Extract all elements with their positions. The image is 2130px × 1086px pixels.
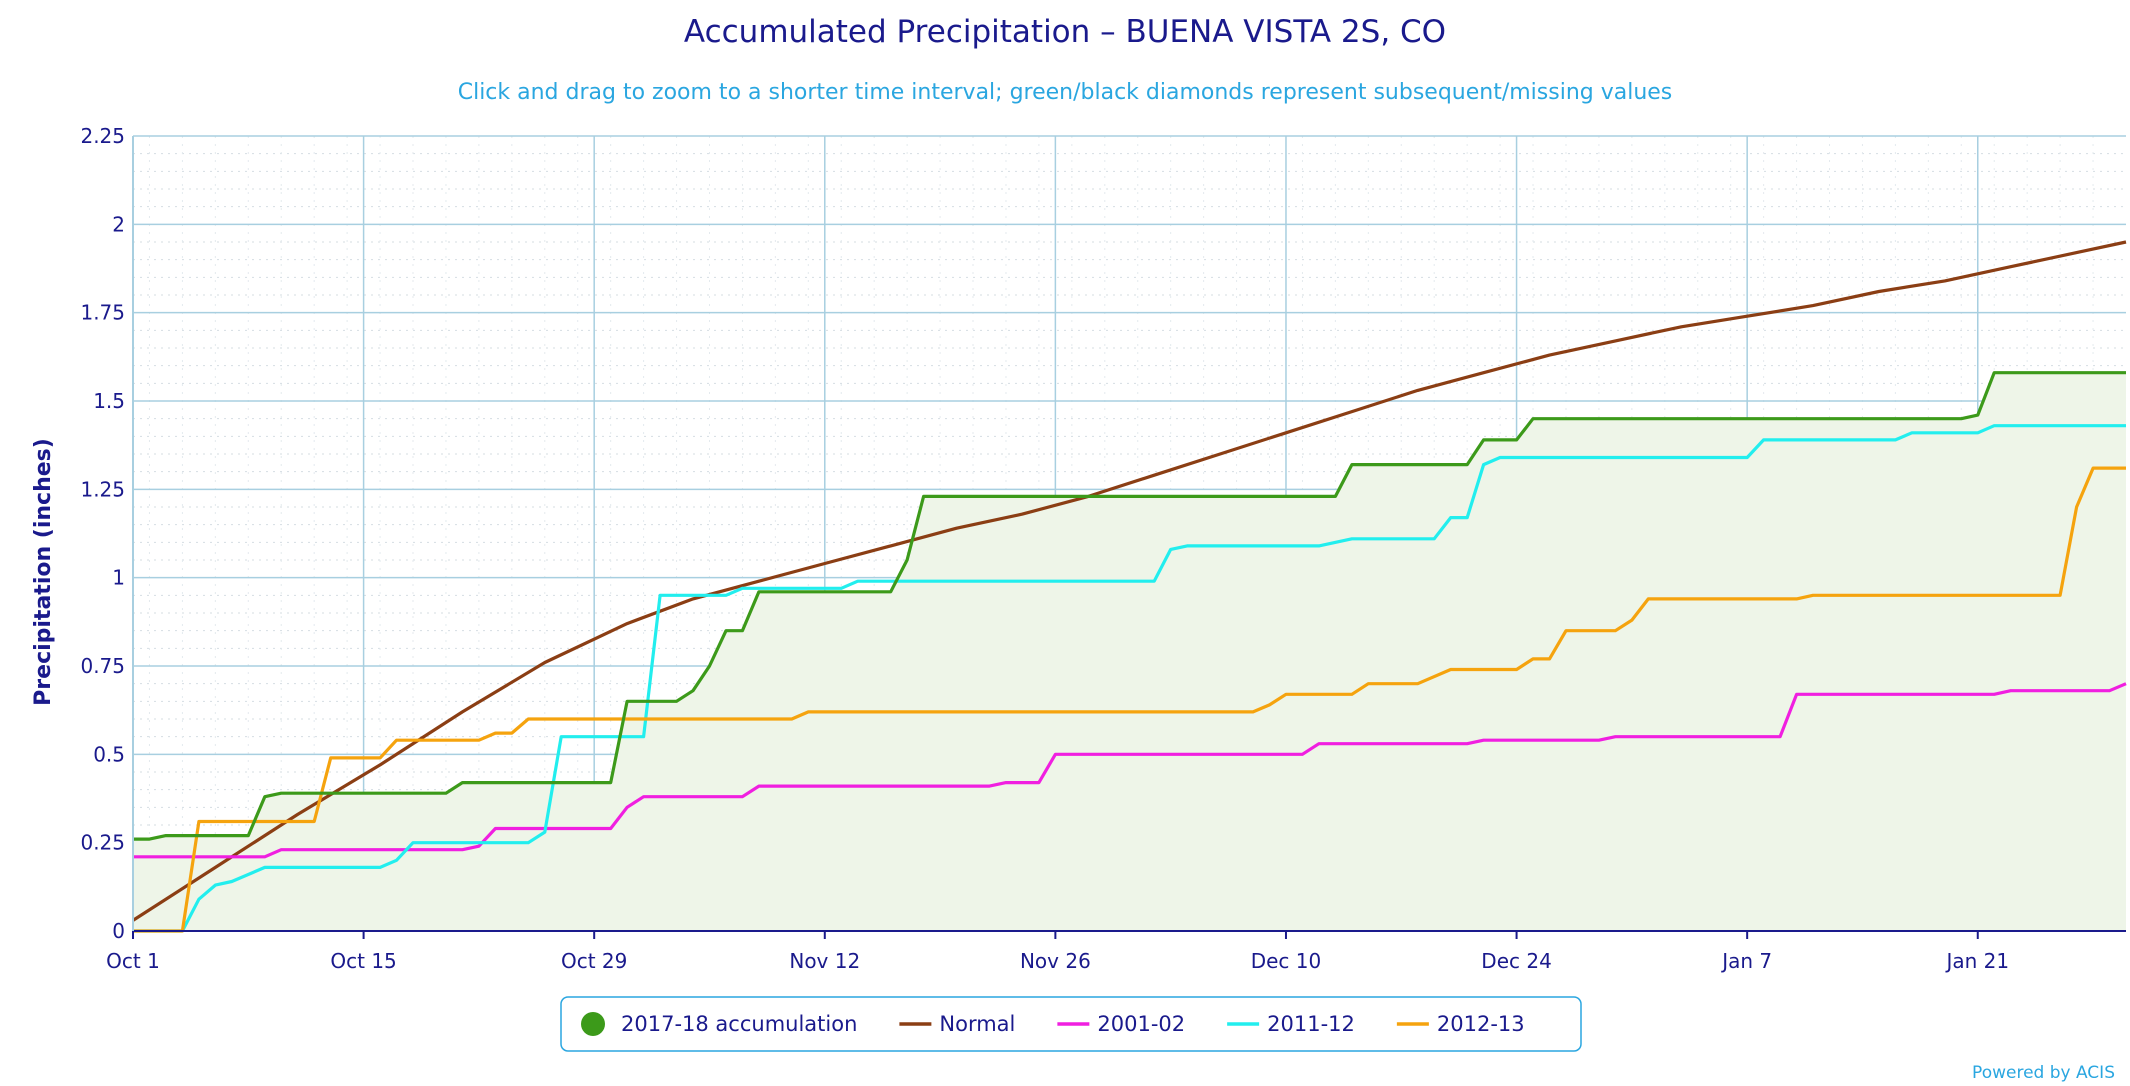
y-axis-label: Precipitation (inches) [31,438,56,706]
accumulation-area [133,372,2126,931]
legend-entry: 2011-12 [1267,1012,1355,1036]
plot-area[interactable]: Oct 1 Oct 15 Oct 29 Nov 12 Nov 26 Dec 10 Dec 2… [80,124,2127,973]
chart-title: Accumulated Precipitation – BUENA VISTA … [684,14,1446,50]
x-tick-label: Oct 29 [561,949,627,973]
x-tick-label: Jan 21 [1944,949,2009,973]
x-tick-label: Oct 1 [106,949,160,973]
x-tick-label: Dec 24 [1481,949,1552,973]
legend-entry: 2001-02 [1097,1012,1185,1036]
series-line-2012-13 [133,466,2126,933]
legend: 2017-18 accumulation Normal 2001-02 2011-12… [560,996,1582,1052]
x-tick-label: Nov 26 [1020,949,1091,973]
x-tick-label: Dec 10 [1251,949,1322,973]
credit-link[interactable]: Powered by ACIS [1972,1063,2115,1083]
legend-entry: 2017-18 accumulation [621,1012,857,1036]
y-tick-label: 1.25 [80,477,125,501]
y-tick-label: 0 [112,919,125,943]
x-tick-label: Oct 15 [330,949,396,973]
x-tick-label: Nov 12 [789,949,860,973]
series-line-2001-02 [133,682,2127,859]
series-line-normal [132,240,2127,922]
y-tick-label: 2 [112,212,125,236]
y-tick-label: 0.25 [80,831,125,855]
legend-marker [581,1012,605,1036]
x-tick-label: Jan 7 [1720,949,1772,973]
y-tick-label: 1 [112,566,125,590]
series-line-2011-12 [133,424,2126,933]
chart-subtitle: Click and drag to zoom to a shorter time… [458,80,1673,105]
y-tick-label: 2.25 [80,124,125,148]
y-tick-label: 1.5 [93,389,125,413]
y-tick-label: 1.75 [80,301,125,325]
y-tick-label: 0.75 [80,654,125,678]
series-line-2017-18-accumulation [133,371,2126,841]
legend-entry: Normal [939,1012,1015,1036]
y-tick-label: 0.5 [93,742,125,766]
legend-entry: 2012-13 [1437,1012,1525,1036]
